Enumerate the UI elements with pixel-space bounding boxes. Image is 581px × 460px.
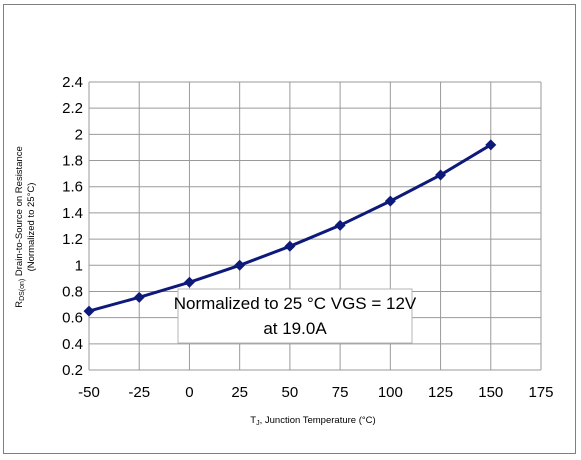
y-axis-title-line-2: (Normalized to 25°C)	[26, 183, 37, 272]
series	[83, 139, 497, 317]
data-point-marker	[435, 169, 447, 181]
data-point-marker	[234, 259, 246, 271]
data-point-marker	[384, 195, 396, 207]
y-axis-title: RDS(on) Drain-to-Source on Resistance (N…	[14, 146, 37, 308]
y-tick-label: 1.6	[62, 179, 83, 196]
y-tick-label: 2.4	[62, 74, 83, 91]
x-tick-label: -50	[78, 384, 100, 401]
y-tick-label: 0.6	[62, 310, 83, 327]
annotation-box	[177, 288, 413, 344]
y-tick-label: 2	[75, 126, 83, 143]
y-tick-label: 0.2	[62, 362, 83, 379]
y-tick-label: 0.8	[62, 283, 83, 300]
x-tick-label: -25	[128, 384, 150, 401]
grid	[88, 81, 542, 371]
tick-labels: 0.2 0.4 0.6 0.8 1 1.2 1.4 1.6 1.8 2 2.2 2.4 -50 -25 0 2…	[62, 74, 553, 401]
x-tick-label: 75	[332, 384, 349, 401]
x-tick-label: 150	[478, 384, 503, 401]
x-tick-label: 0	[185, 384, 193, 401]
x-tick-label: 50	[282, 384, 299, 401]
data-point-marker	[334, 219, 346, 231]
data-point-marker	[284, 240, 296, 252]
x-tick-label: 100	[378, 384, 403, 401]
y-tick-label: 1	[75, 257, 83, 274]
annotation: Normalized to 25 °C VGS = 12V at 19.0A	[174, 288, 417, 344]
annotation-line-2: at 19.0A	[263, 319, 327, 338]
data-point-marker	[83, 305, 95, 317]
data-point-marker	[183, 276, 195, 288]
x-axis-title: TJ, Junction Temperature (°C)	[250, 415, 375, 427]
x-tick-label: 125	[428, 384, 453, 401]
y-tick-label: 1.8	[62, 153, 83, 170]
annotation-line-1: Normalized to 25 °C VGS = 12V	[174, 294, 417, 313]
data-point-marker	[485, 139, 497, 151]
y-tick-label: 1.2	[62, 231, 83, 248]
y-tick-label: 0.4	[62, 336, 83, 353]
y-tick-label: 1.4	[62, 205, 83, 222]
x-tick-label: 175	[528, 384, 553, 401]
y-tick-label: 2.2	[62, 100, 83, 117]
x-tick-label: 25	[231, 384, 248, 401]
data-point-marker	[133, 291, 145, 303]
y-axis-title-line-1: RDS(on) Drain-to-Source on Resistance	[14, 146, 26, 308]
